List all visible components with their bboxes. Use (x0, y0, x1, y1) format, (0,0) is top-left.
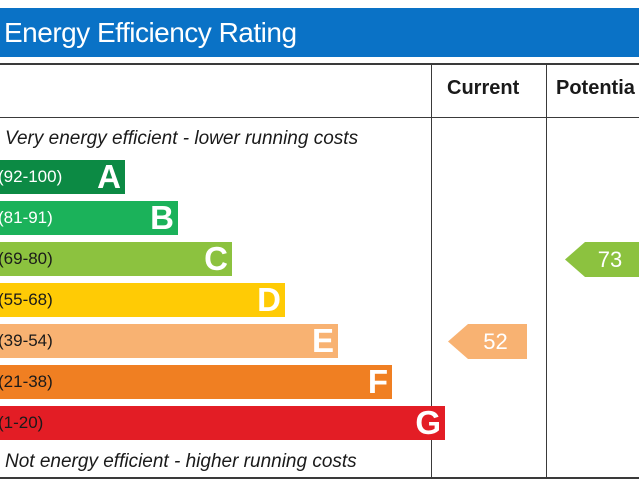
band-letter-label: D (257, 283, 281, 317)
band-c: (69-80) C (0, 242, 232, 276)
band-e: (39-54) E (0, 324, 338, 358)
divider-bands-current (431, 63, 432, 479)
band-f: (21-38) F (0, 365, 392, 399)
band-range-label: (81-91) (0, 208, 53, 227)
band-range-label: (92-100) (0, 167, 63, 186)
header-bar: Energy Efficiency Rating (0, 8, 639, 57)
band-range-label: (55-68) (0, 290, 53, 309)
table-top-line (0, 63, 639, 65)
band-letter-label: F (367, 365, 388, 399)
current-rating-arrow: 52 (448, 324, 527, 359)
band-letter-label: E (311, 324, 334, 358)
band-d: (55-68) D (0, 283, 285, 317)
band-a: (92-100) A (0, 160, 125, 194)
band-b: (81-91) B (0, 201, 178, 235)
band-g: (1-20) G (0, 406, 445, 440)
header-bottom-line (0, 117, 639, 118)
column-header-potential: Potentia (556, 77, 635, 99)
page-title: Energy Efficiency Rating (4, 17, 297, 48)
table-bottom-line (0, 477, 639, 479)
band-letter-label: G (415, 406, 441, 440)
band-range-label: (1-20) (0, 413, 44, 432)
band-range-label: (69-80) (0, 249, 53, 268)
band-letter-label: B (150, 201, 174, 235)
band-range-label: (21-38) (0, 372, 53, 391)
potential-rating-arrow: 73 (565, 242, 639, 277)
current-rating-arrow-value: 52 (483, 329, 508, 354)
note-very-efficient: Very energy efficient - lower running co… (5, 128, 359, 149)
band-letter-label: A (97, 160, 121, 194)
band-range-label: (39-54) (0, 331, 53, 350)
divider-current-potential (546, 63, 547, 479)
note-not-efficient: Not energy efficient - higher running co… (5, 451, 357, 472)
column-header-current: Current (447, 77, 520, 99)
band-letter-label: C (204, 242, 228, 276)
potential-rating-arrow-value: 73 (597, 247, 623, 272)
